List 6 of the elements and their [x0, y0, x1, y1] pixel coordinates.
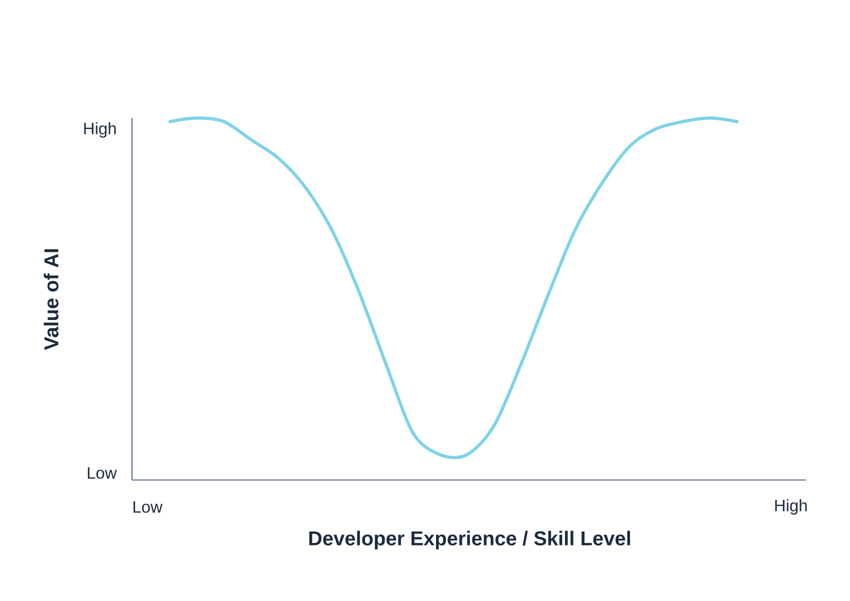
x-axis-title: Developer Experience / Skill Level	[309, 530, 630, 550]
text: High	[775, 499, 807, 515]
text: Low	[134, 501, 162, 513]
y-axis-title: Value of AI	[44, 249, 58, 350]
text: Low	[88, 467, 117, 479]
text: High	[84, 122, 116, 138]
